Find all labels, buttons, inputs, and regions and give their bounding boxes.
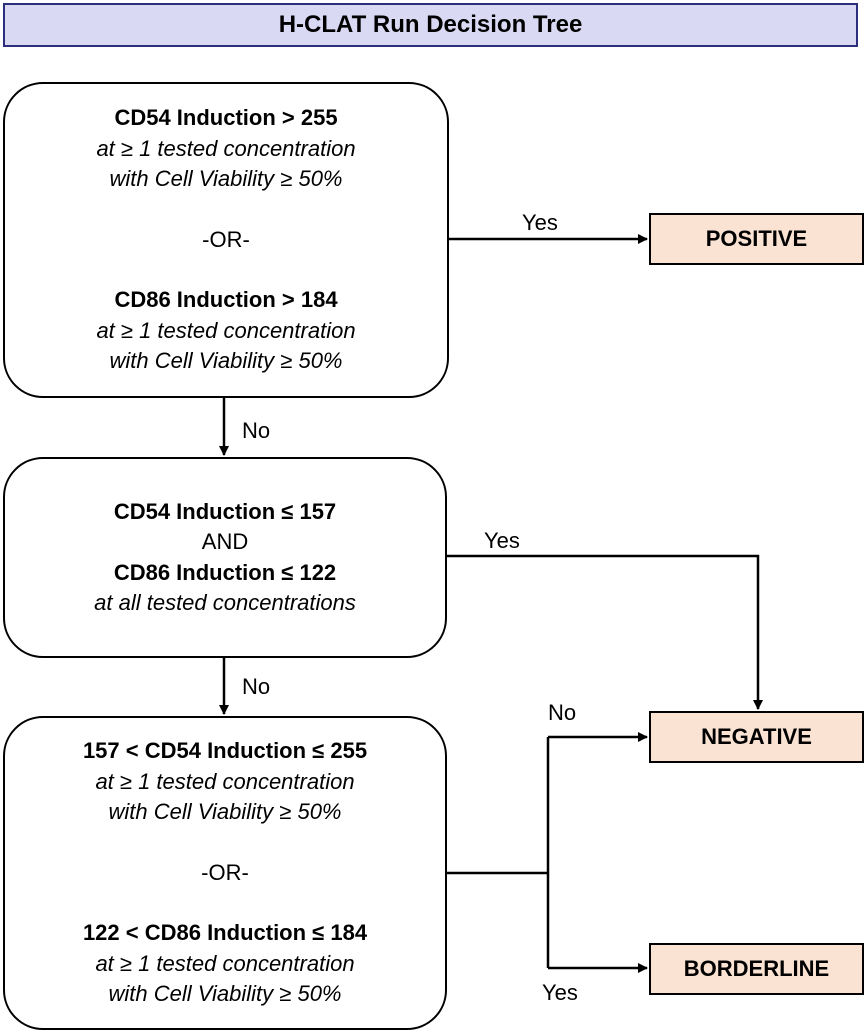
criterion-viability: with Cell Viability ≥ 50% [108,981,342,1007]
decision-box-positive-criteria: CD54 Induction > 255 at ≥ 1 tested conce… [3,82,449,398]
label-yes-negative: Yes [484,528,520,553]
criterion-concentration: at ≥ 1 tested concentration [96,317,356,343]
criterion-concentration: at ≥ 1 tested concentration [96,135,356,161]
criterion-viability: with Cell Viability ≥ 50% [108,799,342,825]
criterion-viability: with Cell Viability ≥ 50% [109,166,343,192]
criterion-viability: with Cell Viability ≥ 50% [109,348,343,374]
decision-box-negative-criteria: CD54 Induction ≤ 157 AND CD86 Induction … [3,457,447,658]
label-no-box2: No [242,674,271,699]
criterion-cd86-low: CD86 Induction ≤ 122 [113,559,337,585]
criterion-cd86-mid: 122 < CD86 Induction ≤ 184 [82,920,368,946]
or-separator: -OR- [202,226,250,252]
label-no-negative: No [548,700,577,725]
diagram-title: H-CLAT Run Decision Tree [3,3,858,47]
outcome-negative: NEGATIVE [649,711,864,763]
label-yes-positive: Yes [522,210,558,235]
criterion-cd54-high: CD54 Induction > 255 [114,105,338,131]
arrow-yes-to-negative [446,554,763,710]
outcome-positive: POSITIVE [649,213,864,265]
criterion-cd54-mid: 157 < CD54 Induction ≤ 255 [82,738,368,764]
criterion-cd54-low: CD54 Induction ≤ 157 [113,498,337,524]
or-separator: -OR- [201,859,249,885]
decision-box-borderline-criteria: 157 < CD54 Induction ≤ 255 at ≥ 1 tested… [3,716,447,1030]
criterion-cd86-high: CD86 Induction > 184 [114,287,338,313]
label-yes-borderline: Yes [542,980,578,1005]
label-no-box1: No [242,418,271,443]
criterion-concentration: at ≥ 1 tested concentration [95,768,355,794]
criterion-concentration: at ≥ 1 tested concentration [95,950,355,976]
and-separator: AND [201,529,249,554]
criterion-all-concentrations: at all tested concentrations [94,590,356,615]
outcome-borderline: BORDERLINE [649,943,864,995]
